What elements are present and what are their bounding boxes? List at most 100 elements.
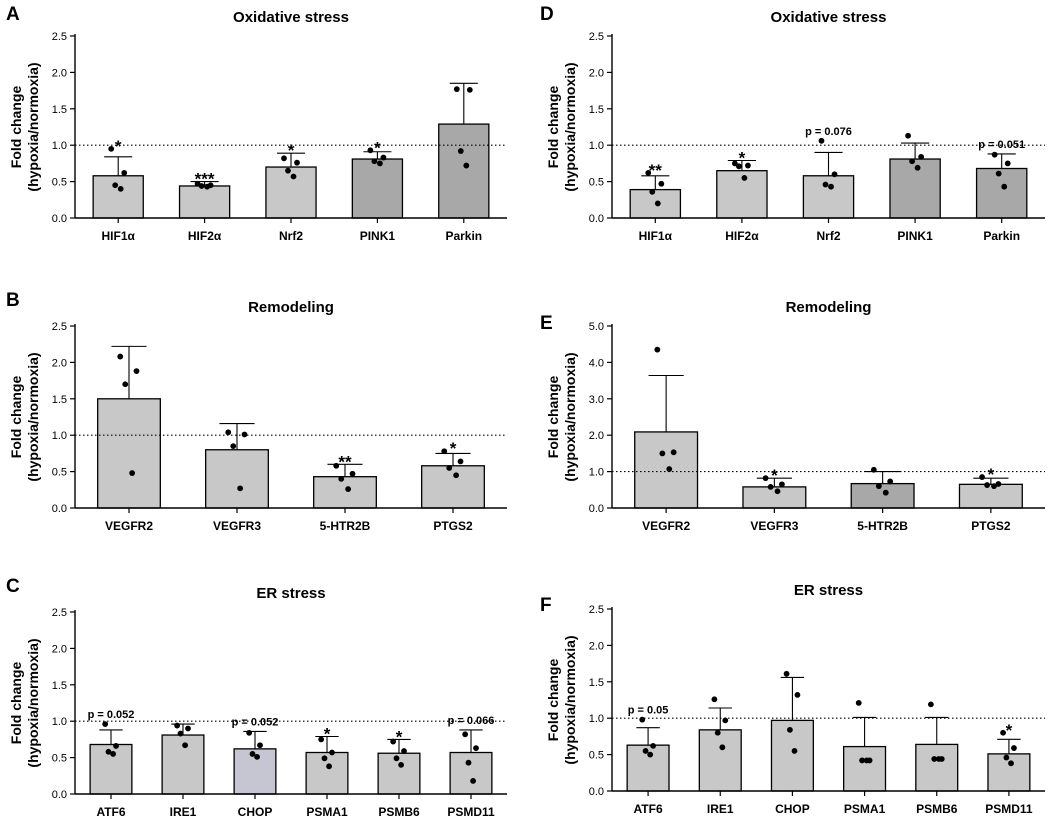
data-point <box>333 462 340 469</box>
significance-label: * <box>324 724 331 743</box>
y-tick-label: 2.0 <box>52 357 67 369</box>
y-tick-label: 2.0 <box>589 67 604 79</box>
data-point <box>875 483 882 490</box>
x-tick-label: HIF1α <box>102 229 136 243</box>
data-point <box>254 753 260 760</box>
bar-a-4 <box>438 123 490 219</box>
x-tick-label: VEGFR3 <box>750 519 798 533</box>
y-tick-label: 2.0 <box>52 643 67 655</box>
x-tick-label: ATF6 <box>96 805 125 819</box>
x-tick-label: PSMB6 <box>916 802 958 816</box>
x-tick-label: HIF1α <box>639 229 673 243</box>
data-point <box>377 160 383 167</box>
data-point <box>887 478 894 485</box>
data-point <box>991 483 997 490</box>
data-point <box>711 696 718 703</box>
data-point <box>285 167 291 174</box>
data-point <box>117 185 124 192</box>
y-axis-label: Fold change(hypoxia/normoxia) <box>545 352 578 481</box>
x-tick-label: Parkin <box>445 229 482 243</box>
data-point <box>470 777 476 784</box>
data-point <box>787 726 793 733</box>
x-tick-label: PINK1 <box>897 229 933 243</box>
y-axis-label-line2: (hypoxia/normoxia) <box>562 635 578 764</box>
data-point <box>774 488 781 495</box>
y-tick-label: 1.0 <box>52 140 67 152</box>
data-point <box>105 748 112 755</box>
data-point <box>658 180 665 187</box>
data-point <box>783 670 790 677</box>
y-axis-label-line2: (hypoxia/normoxia) <box>562 62 578 191</box>
y-axis-label-line1: Fold change <box>8 376 24 459</box>
y-axis-label: Fold change(hypoxia/normoxia) <box>8 62 41 191</box>
y-axis-label-line1: Fold change <box>8 86 24 169</box>
data-point <box>390 738 397 745</box>
x-tick-label: PSMD11 <box>447 805 495 819</box>
panel-letter: E <box>540 313 553 334</box>
data-point <box>129 470 136 476</box>
panel-c: C ER stress Fold change(hypoxia/normoxia) 0… <box>6 576 507 819</box>
y-tick-label: 0.0 <box>589 213 604 225</box>
bar-a-2 <box>265 166 317 219</box>
y-axis-label-line2: (hypoxia/normoxia) <box>25 638 41 767</box>
significance-label: ** <box>338 452 352 471</box>
significance-label: p = 0.052 <box>88 709 135 721</box>
bar-a-3 <box>351 158 404 219</box>
data-point <box>642 748 649 754</box>
data-point <box>329 749 335 756</box>
panel-b: B Remodeling Fold change(hypoxia/normoxia)… <box>6 290 507 533</box>
x-tick-label: PSMA1 <box>306 805 348 819</box>
data-point <box>326 763 332 770</box>
x-tick-label: Nrf2 <box>816 229 840 243</box>
y-tick-label: 0.5 <box>589 750 604 762</box>
bar-d-4 <box>975 167 1028 219</box>
chart-title: Remodeling <box>248 299 334 316</box>
bar-b-0 <box>97 398 161 509</box>
y-tick-label: 0.5 <box>52 177 67 189</box>
data-point <box>927 701 934 708</box>
x-tick-label: CHOP <box>775 802 810 816</box>
data-point <box>246 729 253 736</box>
x-tick-label: VEGFR2 <box>642 519 690 533</box>
data-point <box>995 481 1002 487</box>
data-point <box>177 730 184 737</box>
significance-label: * <box>988 465 995 484</box>
data-point <box>909 158 915 165</box>
data-point <box>113 743 119 749</box>
data-point <box>1001 183 1008 190</box>
y-tick-label: 5.0 <box>589 321 604 333</box>
bar-f-0 <box>626 744 670 792</box>
x-tick-label: PSMD11 <box>985 802 1033 816</box>
y-tick-label: 1.5 <box>589 677 604 689</box>
bar-d-2 <box>802 175 855 219</box>
y-axis-label-line2: (hypoxia/normoxia) <box>25 352 41 481</box>
data-point <box>791 748 798 754</box>
panel-d: D Oxidative stress Fold change(hypoxia/nor… <box>540 4 1045 243</box>
x-tick-label: IRE1 <box>170 805 197 819</box>
bar-f-1 <box>698 729 742 792</box>
data-point <box>991 151 998 158</box>
y-tick-label: 2.0 <box>589 640 604 652</box>
y-tick-label: 1.0 <box>52 430 67 442</box>
y-axis-label: Fold change(hypoxia/normoxia) <box>545 62 578 191</box>
x-tick-label: 5-HTR2B <box>320 519 371 533</box>
data-point <box>870 466 877 473</box>
data-point <box>466 86 473 93</box>
data-point <box>121 169 128 176</box>
bar-f-5 <box>987 753 1031 792</box>
data-point <box>831 171 838 178</box>
x-tick-label: PSMA1 <box>844 802 886 816</box>
data-point <box>863 757 870 764</box>
x-tick-label: PTGS2 <box>971 519 1011 533</box>
data-point <box>249 751 256 757</box>
y-tick-label: 4.0 <box>589 357 604 369</box>
y-tick-label: 1.0 <box>589 140 604 152</box>
data-point <box>918 153 925 160</box>
data-point <box>401 748 407 754</box>
data-point <box>639 716 646 723</box>
data-point <box>349 470 356 477</box>
data-point <box>463 162 470 169</box>
data-point <box>935 756 942 762</box>
x-tick-label: IRE1 <box>707 802 734 816</box>
